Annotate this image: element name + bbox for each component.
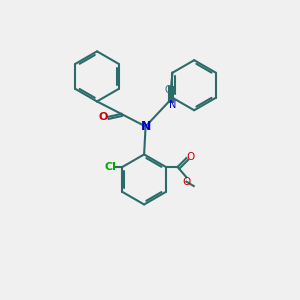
- Text: O: O: [182, 177, 190, 187]
- Text: N: N: [169, 100, 176, 110]
- Text: O: O: [187, 152, 195, 162]
- Text: O: O: [99, 112, 108, 122]
- Text: C: C: [164, 85, 171, 95]
- Text: Cl: Cl: [105, 162, 117, 172]
- Text: N: N: [140, 120, 151, 133]
